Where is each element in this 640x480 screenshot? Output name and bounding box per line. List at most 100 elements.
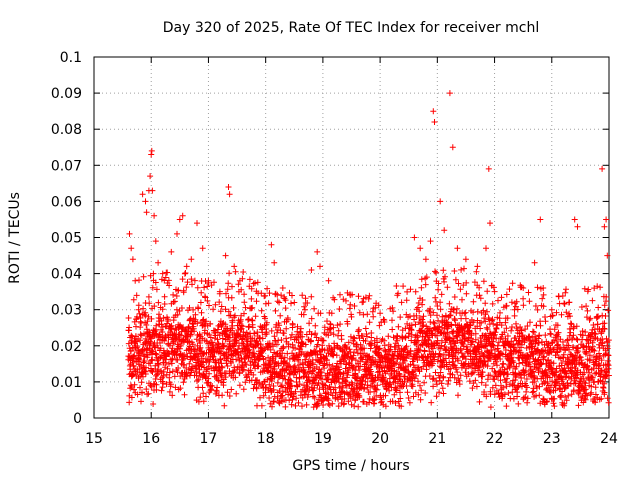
data-point bbox=[196, 370, 203, 377]
data-point bbox=[439, 356, 446, 363]
data-point bbox=[403, 297, 410, 304]
data-point bbox=[336, 306, 343, 312]
data-point bbox=[266, 290, 273, 297]
data-point bbox=[437, 353, 444, 359]
data-point bbox=[289, 321, 296, 328]
data-point bbox=[520, 302, 527, 309]
data-point bbox=[356, 367, 363, 374]
data-point bbox=[252, 359, 259, 366]
data-point bbox=[191, 328, 198, 335]
data-point bbox=[218, 324, 225, 330]
data-point bbox=[596, 341, 602, 348]
data-point bbox=[512, 377, 519, 383]
data-point bbox=[391, 391, 398, 398]
data-point bbox=[341, 395, 348, 402]
data-point bbox=[160, 315, 167, 321]
data-point bbox=[418, 284, 425, 291]
data-point bbox=[525, 289, 532, 296]
data-point bbox=[312, 322, 319, 329]
data-point bbox=[530, 388, 537, 395]
data-point bbox=[219, 392, 226, 399]
data-point bbox=[366, 356, 373, 363]
data-point bbox=[484, 363, 491, 370]
data-point bbox=[169, 355, 176, 362]
data-point bbox=[446, 300, 453, 307]
data-point bbox=[564, 380, 571, 386]
y-tick-label: 0.02 bbox=[51, 339, 82, 355]
data-point bbox=[498, 392, 505, 399]
data-point bbox=[412, 321, 419, 328]
data-point bbox=[343, 345, 350, 352]
data-point bbox=[251, 350, 258, 357]
data-point bbox=[437, 299, 444, 306]
data-point bbox=[194, 320, 201, 327]
data-point bbox=[577, 354, 584, 361]
data-point bbox=[407, 286, 414, 293]
data-point bbox=[172, 384, 179, 391]
data-point bbox=[218, 363, 225, 370]
data-point bbox=[271, 393, 278, 400]
data-point bbox=[547, 389, 554, 396]
data-point bbox=[330, 324, 337, 331]
data-point bbox=[289, 396, 296, 403]
data-point bbox=[562, 393, 569, 400]
data-point bbox=[161, 337, 168, 344]
data-point bbox=[171, 298, 178, 305]
data-point bbox=[355, 326, 362, 333]
data-point bbox=[438, 380, 445, 387]
data-point bbox=[274, 379, 281, 386]
data-point bbox=[143, 364, 149, 371]
data-point bbox=[580, 375, 587, 382]
data-point bbox=[327, 329, 334, 336]
data-point bbox=[472, 336, 479, 343]
data-point bbox=[503, 291, 510, 298]
data-point bbox=[491, 376, 498, 383]
data-point bbox=[312, 330, 319, 337]
data-point bbox=[436, 323, 443, 330]
data-point bbox=[509, 280, 516, 287]
data-point bbox=[368, 330, 375, 336]
data-point bbox=[435, 286, 442, 293]
data-point bbox=[258, 290, 265, 297]
data-point bbox=[389, 317, 395, 324]
data-point bbox=[543, 370, 550, 377]
data-point bbox=[441, 343, 448, 350]
data-point bbox=[326, 383, 333, 390]
data-point bbox=[289, 350, 296, 357]
data-point bbox=[479, 369, 486, 376]
data-point bbox=[544, 398, 551, 405]
data-point bbox=[148, 368, 155, 374]
data-point bbox=[461, 353, 468, 360]
data-point bbox=[286, 397, 293, 404]
data-point bbox=[310, 361, 316, 368]
data-point bbox=[430, 319, 437, 326]
data-point bbox=[586, 352, 593, 359]
data-point bbox=[200, 359, 207, 366]
data-point-peak bbox=[314, 248, 321, 255]
data-point bbox=[201, 284, 208, 291]
data-point bbox=[476, 284, 483, 291]
data-point bbox=[308, 331, 315, 338]
data-point bbox=[421, 379, 428, 386]
y-tick-labels: 0 0.01 0.02 0.03 0.04 0.05 0.06 0.07 0.08 0.09 0.1 bbox=[51, 50, 82, 427]
data-point bbox=[269, 403, 275, 410]
data-point bbox=[484, 288, 491, 295]
x-tick-label: 22 bbox=[486, 431, 504, 447]
data-point bbox=[605, 337, 612, 344]
data-point bbox=[530, 329, 537, 336]
data-point bbox=[573, 323, 580, 330]
data-point bbox=[583, 314, 590, 321]
data-point bbox=[165, 318, 172, 324]
data-point bbox=[570, 332, 577, 339]
data-point bbox=[416, 308, 423, 315]
data-point bbox=[174, 311, 181, 318]
data-point bbox=[497, 356, 504, 362]
y-tick-label: 0.03 bbox=[51, 303, 82, 319]
data-point bbox=[181, 361, 188, 368]
data-point bbox=[518, 327, 525, 334]
data-point-peak bbox=[325, 277, 332, 284]
data-point bbox=[558, 311, 565, 318]
data-point bbox=[442, 273, 448, 280]
data-point bbox=[390, 334, 397, 341]
data-point bbox=[467, 350, 474, 357]
